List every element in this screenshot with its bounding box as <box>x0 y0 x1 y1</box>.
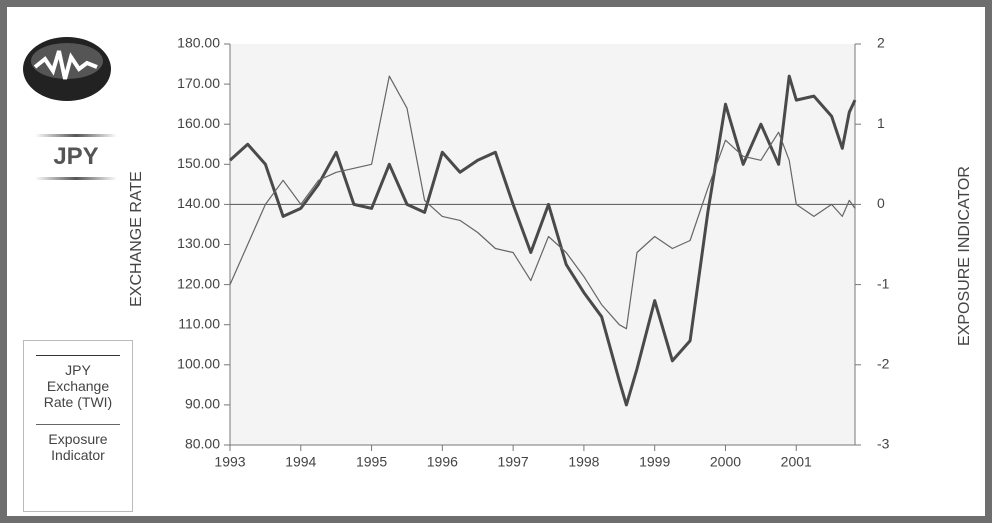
x-tick-label: 1997 <box>498 454 529 470</box>
x-tick-label: 1994 <box>285 454 316 470</box>
x-tick-label: 1998 <box>568 454 599 470</box>
y2-tick-label: 2 <box>877 35 885 51</box>
y-tick-label: 140.00 <box>177 195 220 211</box>
series-line <box>229 75 856 330</box>
currency-label: JPY <box>53 143 99 170</box>
y-tick-label: 90.00 <box>185 396 220 412</box>
currency-tag: JPY <box>35 134 117 180</box>
y-tick-label: 130.00 <box>177 235 220 251</box>
y2-tick-label: 0 <box>877 195 885 211</box>
y-tick-label: 180.00 <box>177 35 220 51</box>
x-tick-label: 1999 <box>639 454 670 470</box>
y2-tick-label: -1 <box>877 275 890 291</box>
legend-swatch <box>36 424 120 425</box>
y2-axis-label: EXPOSURE INDICATOR <box>956 166 973 346</box>
y2-tick-label: -3 <box>877 436 890 452</box>
y2-tick-label: -2 <box>877 356 890 372</box>
y2-tick-label: 1 <box>877 115 885 131</box>
y-tick-label: 110.00 <box>178 315 220 331</box>
y-tick-label: 170.00 <box>177 75 220 91</box>
map-background <box>230 44 855 445</box>
y-tick-label: 100.00 <box>177 356 220 372</box>
x-tick-label: 2001 <box>781 454 812 470</box>
x-tick-label: 1995 <box>356 454 387 470</box>
legend-label: JPY Exchange Rate (TWI) <box>43 362 113 410</box>
logo <box>23 37 111 101</box>
y-tick-label: 150.00 <box>177 155 220 171</box>
legend-swatch <box>36 355 120 356</box>
chart: EXCHANGE RATE EXPOSURE INDICATOR 80.00 90… <box>23 35 973 470</box>
x-tick-label: 1993 <box>214 454 245 470</box>
series-line <box>228 74 857 407</box>
y-tick-label: 160.00 <box>177 115 220 131</box>
y-tick-label: 80.00 <box>185 436 220 452</box>
legend: JPY Exchange Rate (TWI) Exposure Indicat… <box>23 340 133 512</box>
x-tick-label: 1996 <box>427 454 458 470</box>
x-tick-label: 2000 <box>710 454 741 470</box>
y-tick-label: 120.00 <box>177 275 220 291</box>
y-axis-label: EXCHANGE RATE <box>128 171 145 307</box>
legend-label: Exposure Indicator <box>48 431 108 463</box>
